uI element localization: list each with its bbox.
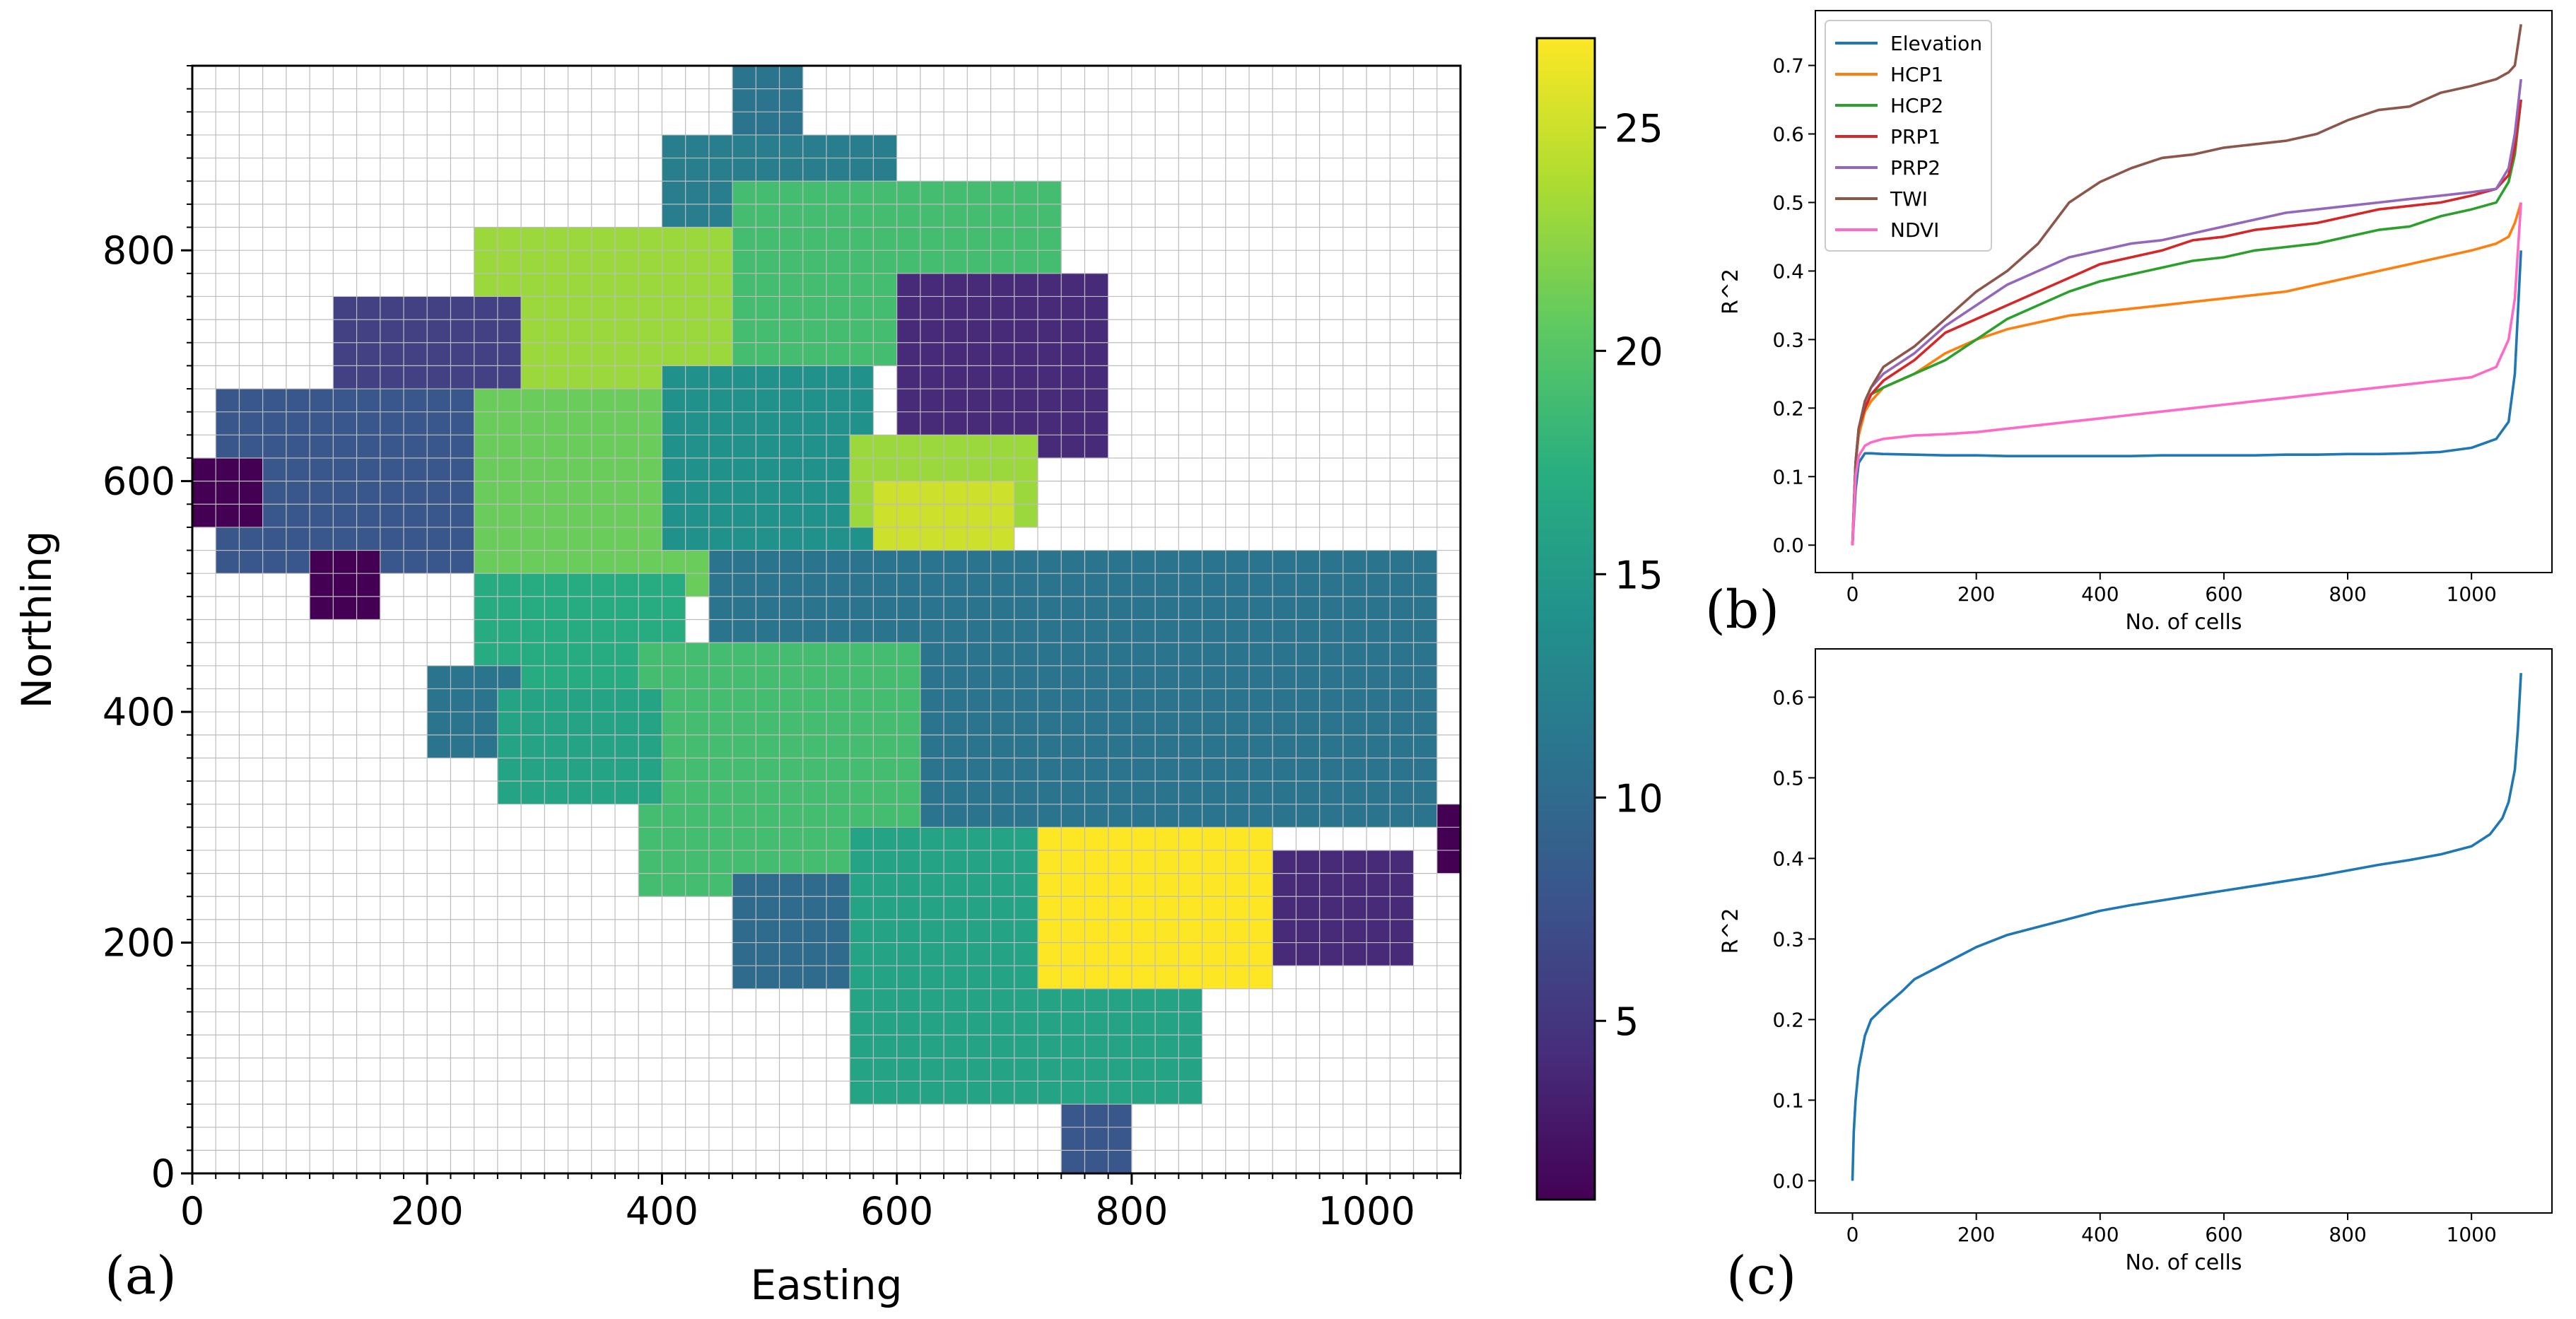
x-tick-label: 600	[860, 1189, 933, 1233]
x-tick-label: 0	[1846, 582, 1859, 606]
y-tick-label: 0.0	[1772, 1169, 1804, 1192]
panel-label-a: (a)	[105, 1245, 177, 1306]
colorbar-tick-label: 25	[1615, 106, 1663, 151]
legend-label-ndvi: NDVI	[1890, 218, 1939, 242]
zone-18	[497, 688, 662, 804]
x-tick-label: 1000	[2447, 582, 2497, 606]
series-line-twi	[1851, 24, 2522, 546]
legend-label-elevation: Elevation	[1890, 32, 1982, 55]
x-tick-label: 400	[2081, 1223, 2119, 1246]
series-line-ndvi	[1851, 202, 2522, 546]
x-tick-label: 400	[626, 1189, 698, 1233]
y-tick-label: 0.2	[1772, 397, 1804, 420]
series-line-r2	[1851, 673, 2522, 1181]
y-tick-label: 0.4	[1772, 259, 1804, 283]
zone-22	[732, 873, 850, 989]
legend-label-prp2: PRP2	[1890, 156, 1940, 180]
series-line-prp1	[1851, 99, 2522, 546]
legend-label-twi: TWI	[1890, 187, 1928, 211]
grid-lines	[192, 65, 1461, 1174]
x-tick-label: 0	[180, 1189, 204, 1233]
x-tick-label: 200	[1957, 582, 1995, 606]
x-tick-label: 0	[1846, 1223, 1859, 1246]
plot-frame	[1815, 648, 2553, 1214]
y-tick-label: 0.1	[1772, 465, 1804, 488]
y-axis-label: R^2	[1719, 269, 1743, 315]
y-tick-label: 0.3	[1772, 927, 1804, 951]
y-tick-label: 0.0	[1772, 534, 1804, 557]
line-chart-panel-c: 0 200 400 600 800 1000 0.0 0.1 0.2 0.3 0.4 0.5 0.6 No…	[1719, 648, 2553, 1275]
y-tick-label: 0.4	[1772, 847, 1804, 870]
y-tick-label: 0.3	[1772, 328, 1804, 351]
panel-label-b: (b)	[1705, 580, 1780, 640]
x-tick-label: 800	[2329, 1223, 2366, 1246]
series-line-hcp2	[1851, 99, 2522, 546]
x-tick-label: 800	[1095, 1189, 1168, 1233]
y-tick-label: 200	[103, 921, 175, 966]
x-tick-label: 1000	[2447, 1223, 2497, 1246]
y-tick-label: 400	[103, 690, 175, 734]
colorbar-tick-label: 5	[1615, 999, 1639, 1044]
x-axis-label: Easting	[751, 1261, 903, 1309]
legend-label-prp1: PRP1	[1890, 125, 1940, 148]
x-tick-label: 400	[2081, 582, 2119, 606]
y-axis-label: Northing	[13, 531, 61, 709]
colorbar-tick-label: 20	[1615, 329, 1663, 374]
series-line-hcp1	[1851, 201, 2522, 546]
x-tick-label: 200	[1957, 1223, 1995, 1246]
zone-24	[1436, 804, 1460, 874]
legend-label-hcp1: HCP1	[1890, 63, 1943, 86]
legend-box	[1825, 20, 1992, 252]
x-axis-label: No. of cells	[2125, 610, 2242, 635]
legend-label-hcp2: HCP2	[1890, 94, 1943, 117]
y-tick-label: 0.5	[1772, 191, 1804, 214]
heatmap-panel-a: 0 200 400 600 800 1000 0 200 400 600 800 Easting Nor…	[13, 64, 1462, 1309]
zone-9	[310, 550, 380, 620]
x-tick-label: 600	[2205, 1223, 2242, 1246]
series-line-prp2	[1851, 78, 2522, 546]
zone-23	[1061, 1104, 1132, 1173]
y-tick-label: 0.6	[1772, 123, 1804, 146]
colorbar: 5 10 15 20 25	[1535, 37, 1663, 1201]
colorbar-tick-label: 15	[1615, 553, 1663, 597]
panel-label-c: (c)	[1726, 1245, 1797, 1306]
x-tick-label: 1000	[1318, 1189, 1415, 1233]
y-tick-label: 0.5	[1772, 766, 1804, 790]
y-tick-label: 800	[103, 228, 175, 273]
line-chart-panel-b: 0 200 400 600 800 1000 0.0 0.1 0.2 0.3 0.4 0.5 0.6 0.…	[1719, 10, 2553, 635]
y-axis-label: R^2	[1719, 908, 1743, 954]
x-tick-label: 600	[2205, 582, 2242, 606]
colorbar-tick-label: 10	[1615, 776, 1663, 821]
x-axis-label: No. of cells	[2125, 1250, 2242, 1275]
zone-8	[192, 457, 263, 527]
colorbar-gradient	[1535, 37, 1596, 1201]
y-tick-label: 600	[103, 459, 175, 504]
series-line-elevation	[1851, 250, 2522, 546]
y-tick-label: 0.1	[1772, 1089, 1804, 1112]
y-tick-label: 0.6	[1772, 686, 1804, 709]
x-tick-label: 800	[2329, 582, 2366, 606]
y-tick-label: 0.7	[1772, 54, 1804, 78]
x-tick-label: 200	[391, 1189, 464, 1233]
y-tick-label: 0.2	[1772, 1008, 1804, 1031]
y-tick-label: 0	[151, 1151, 175, 1196]
